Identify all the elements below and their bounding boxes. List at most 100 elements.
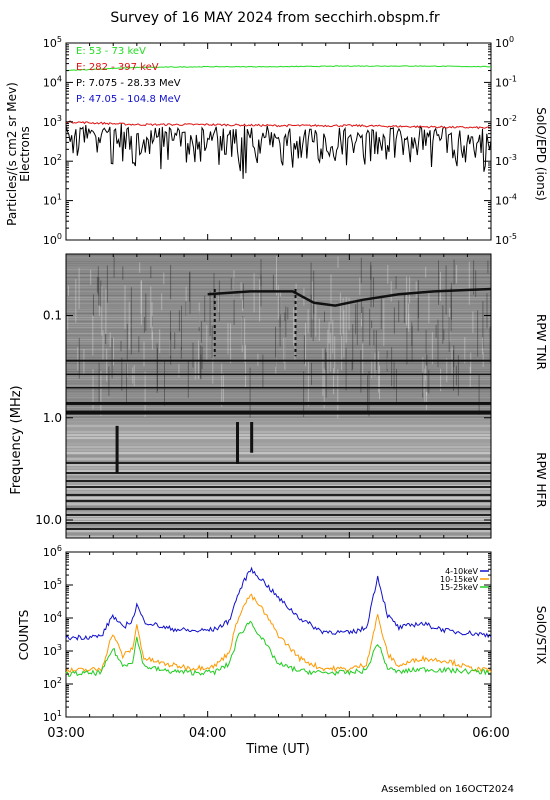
rpw-hfr-band [66, 508, 491, 510]
rpw-hfr-row [66, 458, 491, 460]
y-right-tick-label: 10-1 [495, 74, 517, 89]
rpw-noise-row [66, 261, 491, 262]
rpw-hfr-band [66, 462, 491, 464]
rpw-noise-streak [189, 272, 190, 302]
rpw-noise-streak [201, 346, 203, 369]
x-tick-label: 05:00 [331, 726, 368, 741]
rpw-hfr-row [66, 467, 491, 469]
rpw-noise-streak [449, 307, 451, 342]
rpw-noise-streak [126, 363, 127, 405]
rpw-noise-streak [100, 370, 102, 416]
rpw-noise-streak [343, 310, 345, 358]
stix-legend-entry: 4-10keV [445, 567, 478, 576]
rpw-noise-streak [218, 280, 220, 322]
y-tick-label: 0.1 [43, 309, 62, 323]
rpw-noise-row [66, 277, 491, 278]
rpw-noise-streak [380, 295, 382, 329]
rpw-noise-streak [422, 372, 424, 398]
rpw-hfr-row [66, 449, 491, 451]
rpw-noise-streak [92, 315, 94, 356]
rpw-noise-streak [140, 280, 142, 325]
rpw-hfr-row [66, 440, 491, 442]
rpw-noise-streak [126, 323, 128, 360]
rpw-noise-streak [97, 266, 99, 296]
y-right-tick-label: 100 [495, 35, 514, 50]
rpw-noise-streak [307, 359, 309, 407]
rpw-noise-streak [260, 258, 262, 287]
rpw-noise-streak [370, 262, 372, 280]
stix-series-line [65, 620, 492, 677]
rpw-noise-streak [307, 309, 309, 333]
rpw-noise-streak [293, 307, 295, 346]
rpw-noise-streak [112, 337, 114, 366]
rpw-noise-streak [120, 340, 122, 352]
rpw-noise-row [66, 271, 491, 272]
rpw-noise-streak [174, 332, 176, 350]
rpw-noise-row [66, 301, 491, 302]
rpw-noise-streak [475, 270, 477, 297]
rpw-noise-streak [417, 279, 419, 319]
rpw-noise-streak [189, 271, 191, 314]
rpw-noise-streak [284, 312, 286, 361]
rpw-noise-streak [305, 322, 306, 367]
rpw-noise-streak [244, 318, 246, 363]
rpw-noise-row [66, 367, 491, 368]
rpw-hfr-band [66, 472, 491, 474]
rpw-noise-row [66, 407, 491, 408]
rpw-noise-streak [130, 325, 132, 355]
rpw-noise-streak [133, 364, 135, 387]
rpw-noise-streak [98, 362, 100, 404]
rpw-noise-streak [473, 260, 475, 295]
rpw-noise-row [66, 279, 491, 280]
rpw-noise-row [66, 355, 491, 356]
rpw-noise-streak [218, 295, 220, 312]
rpw-hfr-row [66, 506, 491, 508]
rpw-noise-streak [442, 305, 444, 344]
rpw-noise-streak [90, 269, 92, 285]
rpw-noise-row [66, 375, 491, 376]
rpw-noise-streak [360, 350, 362, 393]
rpw-noise-streak [355, 304, 357, 335]
y-tick-label: 103 [43, 114, 62, 129]
rpw-noise-streak [395, 276, 397, 289]
rpw-hfr-row [66, 464, 491, 466]
rpw-noise-streak [284, 320, 286, 370]
rpw-band [66, 386, 491, 389]
rpw-noise-row [66, 373, 491, 374]
rpw-noise-streak [440, 368, 442, 392]
rpw-noise-row [66, 337, 491, 338]
rpw-noise-row [66, 371, 491, 372]
rpw-hfr-row [66, 482, 491, 484]
rpw-noise-streak [324, 311, 325, 322]
rpw-noise-streak [310, 262, 312, 303]
y-right-tick-label: 10-5 [495, 232, 517, 247]
rpw-hfr-row [66, 503, 491, 505]
rpw-noise-streak [77, 346, 79, 371]
rpw-noise-streak [101, 286, 103, 336]
rpw-noise-row [66, 397, 491, 398]
rpw-band [66, 410, 491, 415]
rpw-noise-row [66, 359, 491, 360]
rpw-noise-streak [409, 276, 411, 304]
rpw-noise-streak [78, 337, 80, 379]
rpw-noise-streak [242, 299, 244, 312]
rpw-noise-streak [369, 308, 371, 346]
rpw-noise-streak [150, 286, 152, 328]
rpw-noise-streak [428, 292, 430, 324]
rpw-hfr-row [66, 488, 491, 490]
rpw-noise-streak [106, 348, 108, 382]
rpw-noise-streak [398, 300, 400, 323]
rpw-noise-streak [185, 301, 187, 316]
rpw-hfr-band [66, 500, 491, 502]
y-tick-label: 101 [43, 709, 62, 724]
epd-legend-entry: P: 7.075 - 28.33 MeV [76, 78, 181, 89]
rpw-noise-streak [337, 256, 339, 268]
rpw-noise-streak [198, 311, 200, 332]
rpw-noise-streak [425, 353, 427, 381]
rpw-hfr-row [66, 512, 491, 514]
rpw-hfr-row [66, 518, 491, 520]
stix-legend-entry: 10-15keV [440, 575, 479, 584]
rpw-noise-streak [303, 335, 305, 364]
rpw-noise-row [66, 293, 491, 294]
rpw-noise-streak [482, 301, 484, 349]
